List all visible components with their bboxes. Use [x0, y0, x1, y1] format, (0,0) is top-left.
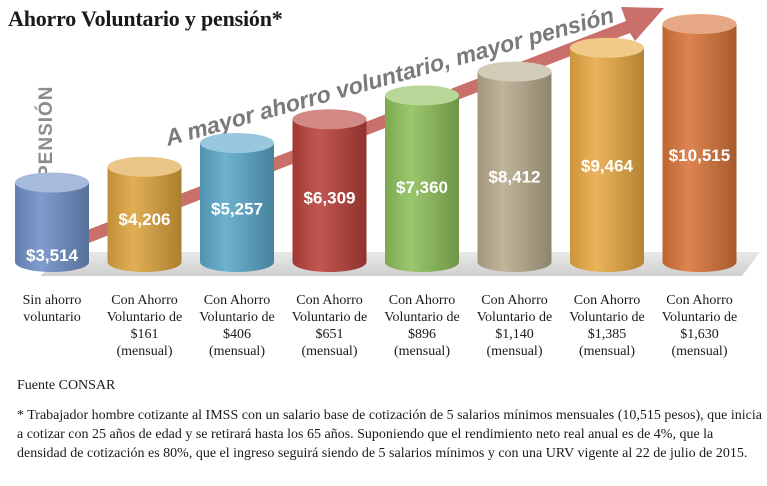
category-label-line: voluntario [23, 310, 81, 325]
y-axis-label: PENSIÓN [35, 85, 57, 178]
category-label-line: (mensual) [671, 344, 728, 359]
bar-top [477, 61, 552, 82]
bar-1: $4,206 [107, 156, 182, 272]
category-label-line: (mensual) [579, 344, 635, 359]
footnote: * Trabajador hombre cotizante al IMSS co… [17, 408, 762, 461]
bar-top [292, 109, 367, 130]
bar-5: $8,412 [477, 61, 552, 272]
category-label: Sin ahorro voluntario [4, 292, 100, 326]
category-label-line: Con Ahorro [203, 293, 271, 308]
bar-value-label: $3,514 [26, 246, 79, 265]
bar-7: $10,515 [662, 14, 737, 272]
category-label-line: $896 [408, 327, 436, 342]
category-label-line: Con Ahorro [666, 293, 733, 308]
category-label: Con Ahorro Voluntario de $1,630 (mensual) [652, 292, 748, 360]
bar-body [570, 47, 644, 272]
category-label-line: Con Ahorro [481, 293, 548, 308]
bar-body [200, 143, 274, 272]
bar-value-label: $7,360 [396, 178, 448, 197]
category-label: Con Ahorro Voluntario de $1,140 (mensual) [467, 292, 563, 360]
category-label-line: $1,385 [587, 327, 627, 342]
category-label-line: Sin ahorro [22, 293, 82, 308]
bar-value-label: $9,464 [581, 157, 634, 176]
bar-body [662, 24, 737, 272]
bar-body [292, 119, 367, 272]
category-labels: Sin ahorro voluntario Con Ahorro Voluntario… [0, 292, 767, 362]
category-label-line: $651 [315, 327, 344, 342]
bar-body [385, 95, 459, 272]
category-label: Con Ahorro Voluntario de $406 (mensual) [189, 292, 285, 360]
bar-top [200, 133, 274, 154]
bar-body [15, 182, 89, 272]
bar-value-label: $8,412 [489, 167, 541, 186]
category-label: Con Ahorro Voluntario de $161 (mensual) [97, 292, 193, 360]
category-label-line: (mensual) [209, 344, 265, 359]
category-label: Con Ahorro Voluntario de $896 (mensual) [374, 292, 470, 360]
source-note: Fuente CONSAR [17, 378, 116, 393]
bar-3: $6,309 [292, 109, 367, 272]
category-label-line: Voluntario de [661, 310, 738, 325]
bar-value-label: $6,309 [304, 189, 356, 208]
bar-body [107, 166, 182, 272]
category-label-line: Voluntario de [476, 310, 553, 325]
category-label-line: (mensual) [486, 344, 543, 359]
bar-top [107, 156, 182, 177]
category-label-line: $161 [130, 327, 159, 342]
category-label-line: Con Ahorro [111, 293, 178, 308]
chart: PENSIÓN A mayor ahorro voluntario, mayor… [15, 2, 760, 276]
category-label-line: (mensual) [116, 344, 173, 359]
category-label-line: $1,630 [680, 327, 719, 342]
category-label-line: Con Ahorro [388, 293, 456, 308]
category-label-line: Voluntario de [199, 310, 275, 325]
category-label-line: Voluntario de [384, 310, 460, 325]
category-label: Con Ahorro Voluntario de $651 (mensual) [282, 292, 378, 360]
category-label-line: $1,140 [495, 327, 534, 342]
bar-top [662, 14, 737, 34]
bar-top [570, 37, 644, 58]
page-title: Ahorro Voluntario y pensión* [8, 6, 283, 31]
bar-body [477, 71, 552, 272]
category-label-line: Con Ahorro [573, 293, 641, 308]
bar-value-label: $5,257 [211, 199, 263, 218]
category-label-line: (mensual) [394, 344, 450, 359]
bar-2: $5,257 [200, 133, 274, 272]
bar-6: $9,464 [570, 37, 644, 272]
category-label-line: Voluntario de [291, 310, 368, 325]
bar-value-label: $10,515 [669, 146, 730, 165]
category-label: Con Ahorro Voluntario de $1,385 (mensual) [559, 292, 655, 360]
bar-value-label: $4,206 [119, 210, 171, 229]
bar-top [385, 85, 459, 106]
bar-4: $7,360 [385, 85, 459, 272]
category-label-line: Con Ahorro [296, 293, 363, 308]
category-label-line: $406 [223, 327, 251, 342]
category-label-line: (mensual) [301, 344, 358, 359]
category-label-line: Voluntario de [569, 310, 645, 325]
bar-top [15, 172, 89, 193]
category-label-line: Voluntario de [106, 310, 183, 325]
bar-0: $3,514 [15, 172, 89, 272]
